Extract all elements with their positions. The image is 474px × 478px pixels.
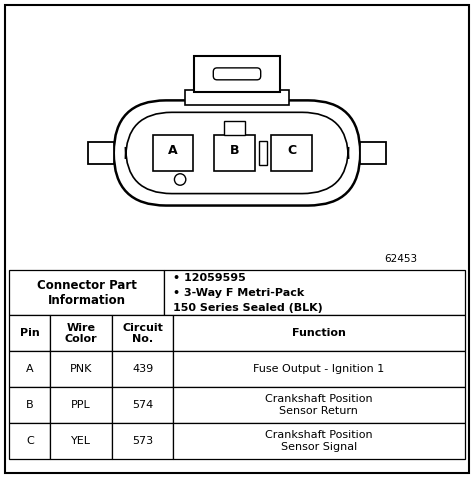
Bar bbox=[164, 270, 465, 315]
Bar bbox=[185, 90, 289, 105]
FancyBboxPatch shape bbox=[126, 112, 348, 194]
Bar bbox=[9, 387, 50, 423]
Bar bbox=[9, 423, 50, 459]
Text: PPL: PPL bbox=[71, 400, 91, 410]
Bar bbox=[50, 315, 112, 351]
Bar bbox=[112, 315, 173, 351]
Text: Crankshaft Position
Sensor Signal: Crankshaft Position Sensor Signal bbox=[265, 430, 373, 452]
Text: C: C bbox=[287, 144, 296, 157]
Text: Function: Function bbox=[292, 328, 346, 338]
Text: 573: 573 bbox=[132, 436, 153, 446]
Bar bbox=[112, 423, 173, 459]
Bar bbox=[112, 387, 173, 423]
Text: YEL: YEL bbox=[71, 436, 91, 446]
Bar bbox=[50, 351, 112, 387]
Bar bbox=[153, 135, 193, 171]
Circle shape bbox=[174, 174, 186, 185]
Bar bbox=[214, 135, 255, 171]
Bar bbox=[50, 423, 112, 459]
Bar bbox=[9, 351, 50, 387]
Bar bbox=[9, 270, 164, 315]
Text: Pin: Pin bbox=[20, 328, 40, 338]
Bar bbox=[259, 141, 267, 164]
Bar bbox=[224, 120, 245, 135]
Bar bbox=[9, 315, 50, 351]
FancyBboxPatch shape bbox=[114, 100, 360, 206]
Text: 439: 439 bbox=[132, 364, 153, 374]
FancyBboxPatch shape bbox=[213, 68, 261, 80]
Bar bbox=[173, 351, 465, 387]
Text: B: B bbox=[230, 144, 239, 157]
Bar bbox=[173, 423, 465, 459]
Text: C: C bbox=[26, 436, 34, 446]
Text: A: A bbox=[168, 144, 178, 157]
Text: 62453: 62453 bbox=[384, 254, 417, 264]
Text: PNK: PNK bbox=[70, 364, 92, 374]
Bar bbox=[360, 142, 386, 163]
Text: Connector Part
Information: Connector Part Information bbox=[37, 279, 137, 307]
Bar bbox=[173, 387, 465, 423]
Bar bbox=[271, 135, 311, 171]
Text: Fuse Output - Ignition 1: Fuse Output - Ignition 1 bbox=[253, 364, 384, 374]
Text: B: B bbox=[26, 400, 34, 410]
Bar bbox=[194, 56, 280, 92]
Bar bbox=[88, 142, 114, 163]
Text: Circuit
No.: Circuit No. bbox=[122, 323, 163, 344]
Bar bbox=[112, 351, 173, 387]
Text: • 12059595
• 3-Way F Metri-Pack
150 Series Sealed (BLK): • 12059595 • 3-Way F Metri-Pack 150 Seri… bbox=[173, 273, 322, 313]
Text: Crankshaft Position
Sensor Return: Crankshaft Position Sensor Return bbox=[265, 394, 373, 416]
Bar bbox=[50, 387, 112, 423]
Text: 574: 574 bbox=[132, 400, 153, 410]
Text: Wire
Color: Wire Color bbox=[65, 323, 98, 344]
Bar bbox=[173, 315, 465, 351]
Text: A: A bbox=[26, 364, 34, 374]
